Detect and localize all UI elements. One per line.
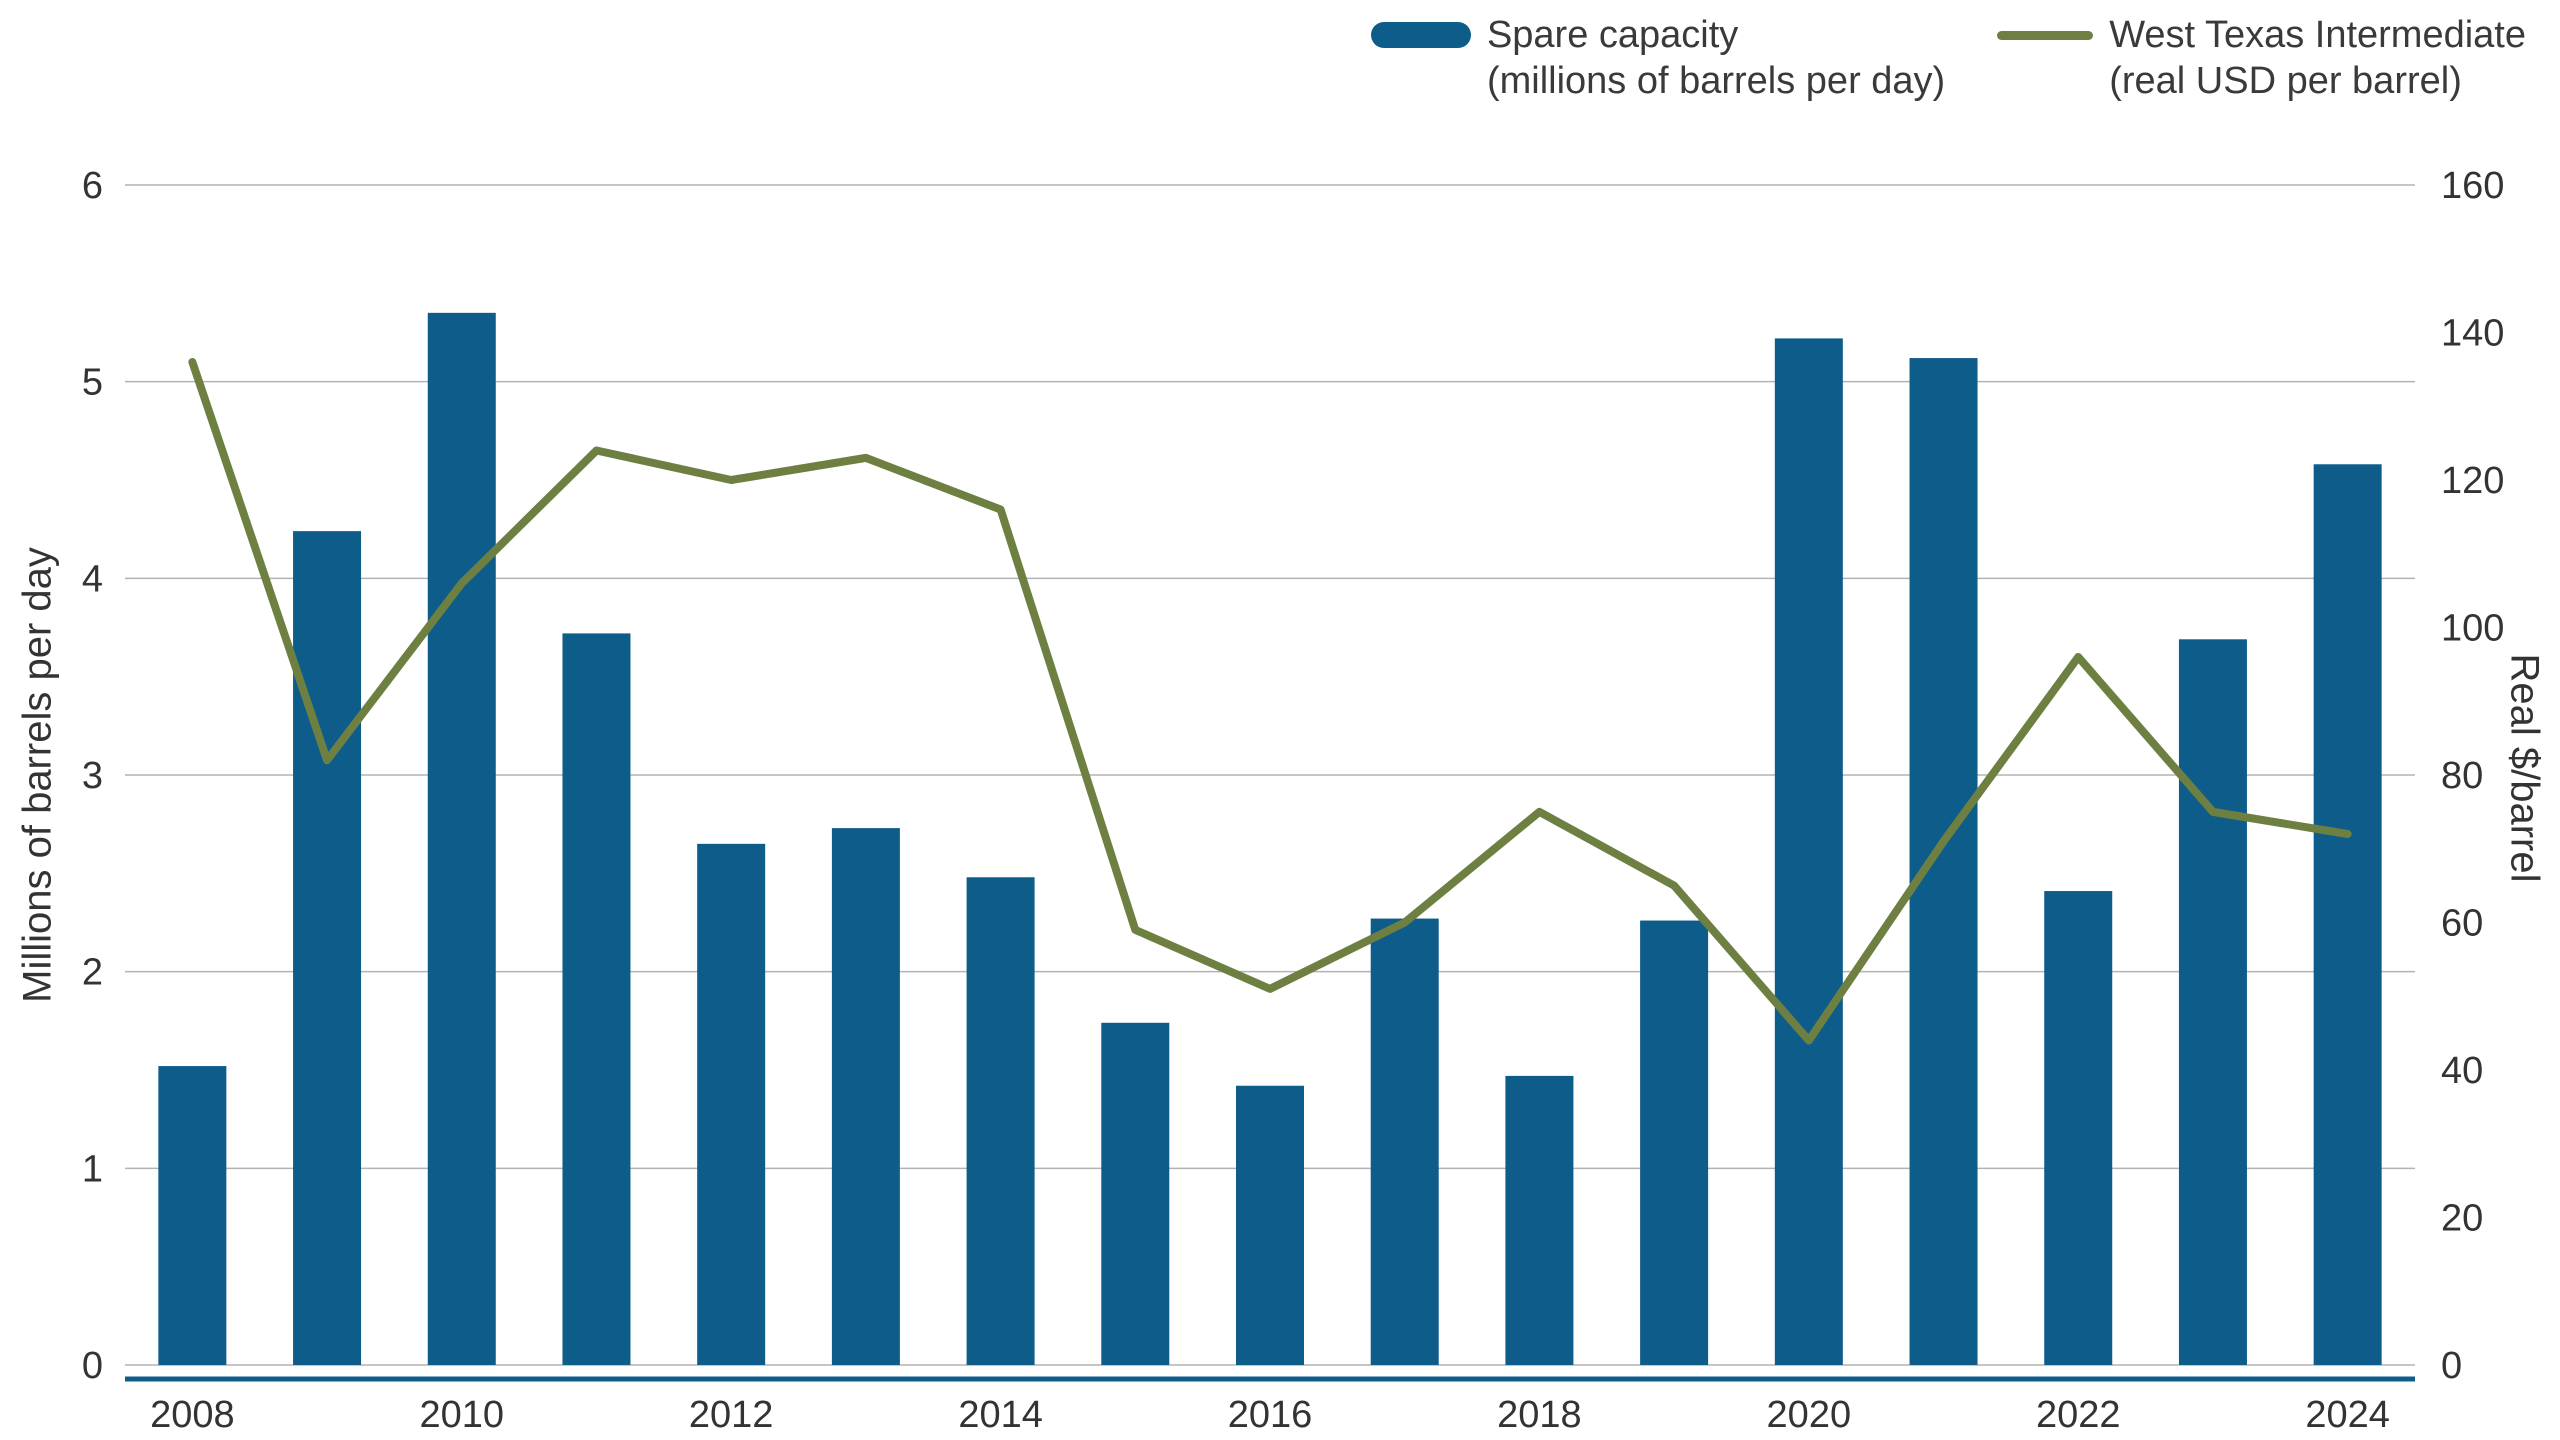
x-axis-tick-label: 2018: [1497, 1394, 1582, 1436]
left-axis-tick-label: 3: [82, 755, 103, 797]
spare-capacity-swatch-icon: [1370, 22, 1471, 48]
bar-2020[interactable]: [1774, 338, 1843, 1365]
bar-2021[interactable]: [1909, 358, 1978, 1366]
left-axis-tick-label: 1: [82, 1148, 103, 1190]
x-axis-tick-label: 2008: [150, 1394, 235, 1436]
left-axis-tick-label: 5: [82, 362, 103, 404]
bar-2023[interactable]: [2178, 639, 2247, 1365]
x-axis-tick-label: 2012: [689, 1394, 774, 1436]
chart-legend: Spare capacity (millions of barrels per …: [1370, 12, 2526, 105]
bar-2009[interactable]: [293, 531, 362, 1365]
legend-label-line1: Spare capacity: [1486, 14, 1739, 56]
bar-2008[interactable]: [158, 1066, 227, 1365]
legend-item-spare-capacity: Spare capacity (millions of barrels per …: [1370, 12, 1945, 105]
bar-2016[interactable]: [1236, 1085, 1304, 1365]
left-axis-tick-label: 0: [82, 1345, 103, 1387]
right-axis-tick-label: 20: [2441, 1198, 2483, 1240]
bar-2015[interactable]: [1101, 1022, 1170, 1365]
wti-line-swatch-icon: [1997, 31, 2094, 40]
legend-label-line1: West Texas Intermediate: [2109, 14, 2526, 56]
right-axis-tick-label: 100: [2441, 608, 2504, 650]
bar-2018[interactable]: [1505, 1075, 1574, 1365]
right-axis-tick-label: 160: [2441, 165, 2504, 207]
legend-label-spare-capacity: Spare capacity (millions of barrels per …: [1487, 12, 1945, 105]
bar-2013[interactable]: [831, 828, 900, 1365]
bar-2017[interactable]: [1370, 918, 1439, 1365]
wti-line[interactable]: [188, 358, 2352, 1045]
bar-2019[interactable]: [1640, 920, 1709, 1365]
right-axis-tick-label: 140: [2441, 313, 2504, 355]
x-axis-tick-label: 2024: [2305, 1394, 2390, 1436]
bar-2022[interactable]: [2044, 891, 2113, 1365]
legend-label-line2: (real USD per barrel): [2109, 60, 2462, 103]
x-axis-tick-label: 2014: [958, 1394, 1043, 1436]
x-axis-tick-label: 2020: [1767, 1394, 1852, 1436]
left-axis-tick-label: 4: [82, 558, 103, 600]
left-axis-tick-label: 2: [82, 952, 103, 994]
x-axis-tick-label: 2022: [2036, 1394, 2121, 1436]
bar-2024[interactable]: [2313, 464, 2382, 1365]
bar-2010[interactable]: [427, 312, 496, 1365]
bar-2012[interactable]: [697, 843, 766, 1365]
left-axis-title: Millions of barrels per day: [15, 547, 60, 1003]
legend-item-wti: West Texas Intermediate (real USD per ba…: [1997, 12, 2526, 105]
right-axis-tick-label: 80: [2441, 755, 2483, 797]
x-axis-tick-label: 2010: [419, 1394, 504, 1436]
legend-label-line2: (millions of barrels per day): [1486, 60, 1946, 103]
legend-label-wti: West Texas Intermediate (real USD per ba…: [2109, 12, 2526, 105]
right-axis-tick-label: 0: [2441, 1345, 2462, 1387]
right-axis-tick-label: 60: [2441, 903, 2483, 945]
right-axis-title: Real $/barrel: [2502, 653, 2547, 883]
right-axis-tick-label: 120: [2441, 460, 2504, 502]
left-axis-tick-label: 6: [82, 165, 103, 207]
right-axis-tick-label: 40: [2441, 1050, 2483, 1092]
bar-2011[interactable]: [562, 633, 631, 1365]
bar-2014[interactable]: [966, 877, 1035, 1365]
x-axis-tick-label: 2016: [1228, 1394, 1313, 1436]
